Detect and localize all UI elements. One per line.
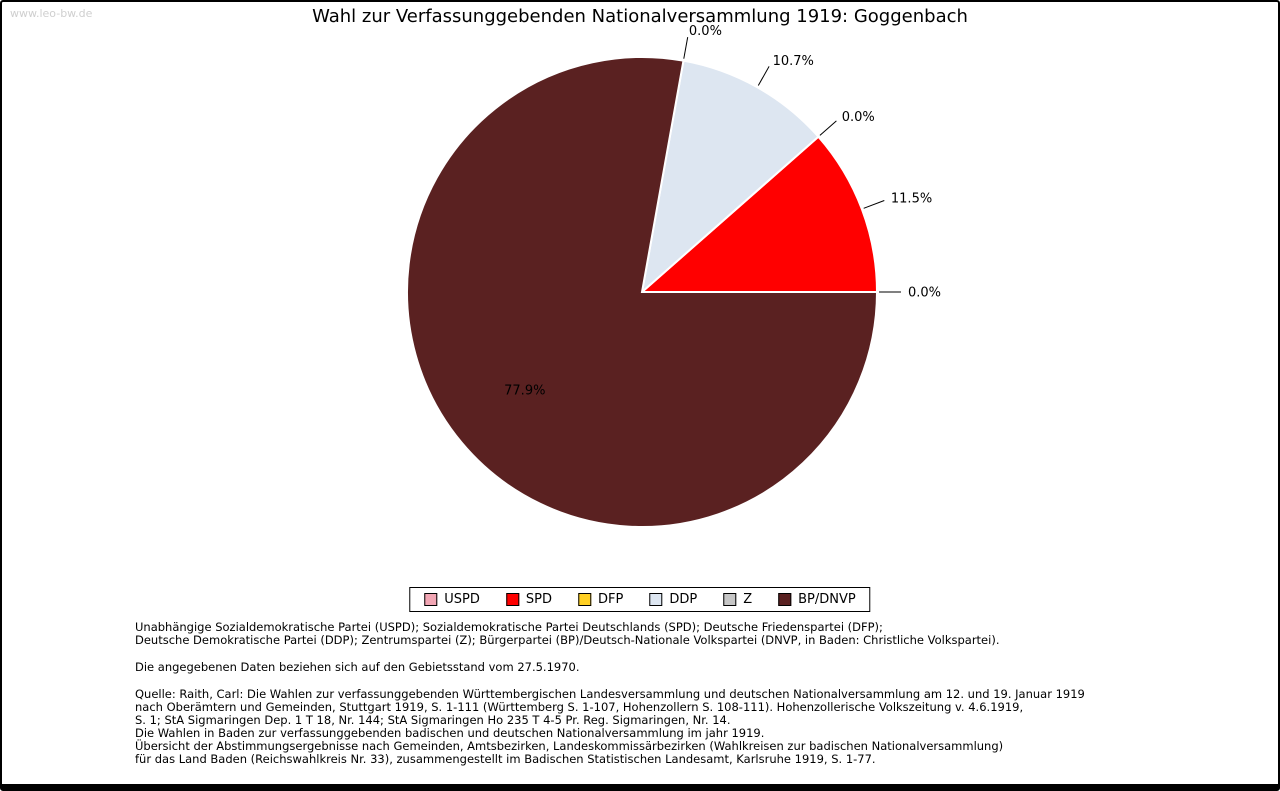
source-note: Quelle: Raith, Carl: Die Wahlen zur verf… bbox=[135, 688, 1258, 766]
legend-swatch-z bbox=[723, 593, 737, 606]
chart-title: Wahl zur Verfassunggebenden Nationalvers… bbox=[312, 6, 968, 27]
legend-label-dfp: DFP bbox=[598, 592, 624, 607]
pie-chart: 0.0%11.5%0.0%10.7%0.0%77.9% bbox=[406, 24, 941, 528]
legend-swatch-spd bbox=[505, 593, 519, 606]
legend-item-dfp: DFP bbox=[578, 592, 623, 607]
source-line-3: S. 1; StA Sigmaringen Dep. 1 T 18, Nr. 1… bbox=[135, 713, 731, 727]
pie-slice-spd bbox=[639, 135, 879, 293]
pie-label-uspd: 0.0% bbox=[908, 286, 941, 301]
legend-item-ddp: DDP bbox=[649, 592, 697, 607]
pie-label-ddp: 10.7% bbox=[773, 54, 814, 69]
source-line-5: Übersicht der Abstimmungsergebnisse nach… bbox=[135, 739, 1004, 753]
legend-label-bp-dnvp: BP/DNVP bbox=[798, 592, 856, 607]
legend-swatch-bp-dnvp bbox=[778, 593, 792, 606]
pie-slice-ddp bbox=[640, 59, 820, 295]
legend: USPD SPD DFP DDP Z BP/DNVP bbox=[409, 587, 871, 612]
legend-item-z: Z bbox=[723, 592, 752, 607]
legend-label-spd: SPD bbox=[525, 592, 553, 607]
legend-item-spd: SPD bbox=[505, 592, 553, 607]
source-line-6: für das Land Baden (Reichswahlkreis Nr. … bbox=[135, 752, 876, 766]
source-line-4: Die Wahlen in Baden zur verfassunggebend… bbox=[135, 726, 765, 740]
legend-label-z: Z bbox=[743, 592, 753, 607]
pie-label-bp-dnvp: 77.9% bbox=[504, 384, 545, 399]
footnotes: Unabhängige Sozialdemokratische Partei (… bbox=[135, 621, 1258, 780]
party-abbreviations: Unabhängige Sozialdemokratische Partei (… bbox=[135, 621, 1258, 647]
legend-item-uspd: USPD bbox=[424, 592, 480, 607]
pie-label-spd: 11.5% bbox=[891, 192, 932, 207]
party-abbrev-line-2: Deutsche Demokratische Partei (DDP); Zen… bbox=[135, 633, 1000, 647]
watermark: www.leo-bw.de bbox=[10, 7, 93, 20]
leader-line-dfp bbox=[819, 120, 837, 136]
pie-label-dfp: 0.0% bbox=[842, 110, 875, 125]
legend-swatch-dfp bbox=[578, 593, 592, 606]
legend-label-ddp: DDP bbox=[669, 592, 698, 607]
leader-line-z bbox=[683, 37, 689, 59]
gebietsstand-note: Die angegebenen Daten beziehen sich auf … bbox=[135, 660, 580, 674]
legend-swatch-uspd bbox=[424, 593, 438, 606]
source-line-2: nach Oberämtern und Gemeinden, Stuttgart… bbox=[135, 700, 1024, 714]
pie-slice-bp-dnvp bbox=[406, 56, 879, 528]
legend-item-bp-dnvp: BP/DNVP bbox=[778, 592, 856, 607]
party-abbrev-line-1: Unabhängige Sozialdemokratische Partei (… bbox=[135, 620, 883, 634]
leader-line-spd bbox=[863, 200, 885, 209]
legend-label-uspd: USPD bbox=[444, 592, 480, 607]
source-line-1: Quelle: Raith, Carl: Die Wahlen zur verf… bbox=[135, 687, 1085, 701]
leader-line-ddp bbox=[757, 66, 770, 86]
legend-swatch-ddp bbox=[649, 593, 663, 606]
